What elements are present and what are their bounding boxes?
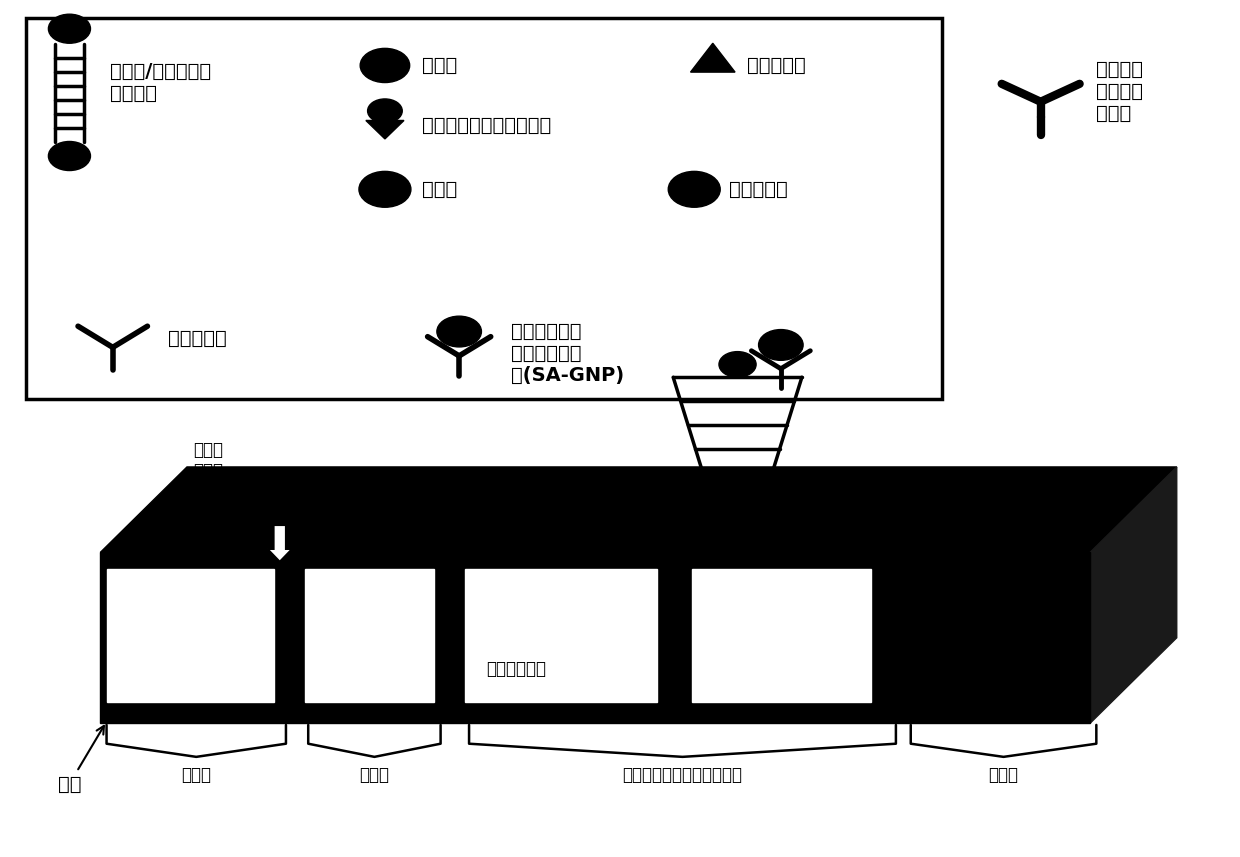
Text: 金标垫: 金标垫 [360,766,389,784]
Text: 金纳米粒子偶
联的链霉亲和
素(SA-GNP): 金纳米粒子偶 联的链霉亲和 素(SA-GNP) [511,321,624,385]
Text: 半抗原: 半抗原 [422,180,458,199]
Text: 吸收垫: 吸收垫 [988,766,1018,784]
Circle shape [851,515,866,525]
Text: 硝酸纤维素膜（反应区域）: 硝酸纤维素膜（反应区域） [622,766,743,784]
Text: 链霉亲和素: 链霉亲和素 [169,329,227,348]
Circle shape [719,351,756,377]
Text: 样品流动方向: 样品流动方向 [486,660,546,678]
Circle shape [358,171,410,207]
FancyArrow shape [268,525,293,561]
Polygon shape [100,467,1177,553]
Circle shape [360,48,409,82]
Text: 牛血清蛋白: 牛血清蛋白 [748,56,806,75]
Circle shape [720,497,753,519]
Circle shape [367,99,402,123]
Circle shape [759,330,804,360]
Text: ɔɔ: ɔɔ [274,504,299,524]
Polygon shape [366,121,404,139]
Polygon shape [1090,467,1177,723]
Text: 滴加扩
增产物: 滴加扩 增产物 [193,441,223,480]
Text: 对应所选
择半抗原
的抗体: 对应所选 择半抗原 的抗体 [1096,60,1143,123]
Text: 生物素/半抗原双标
扩增产物: 生物素/半抗原双标 扩增产物 [110,62,211,103]
Text: 样品垫: 样品垫 [181,766,211,784]
Polygon shape [691,43,735,72]
Bar [692,569,872,702]
Text: 背板: 背板 [58,726,104,794]
Bar [100,553,1090,723]
Bar [107,569,274,702]
Circle shape [668,171,720,207]
Circle shape [436,316,481,347]
Bar [465,569,657,702]
Circle shape [48,15,91,43]
Bar [26,19,941,399]
Text: 金纳米粒子: 金纳米粒子 [729,180,787,199]
Circle shape [673,507,691,519]
Bar [305,569,434,702]
Text: 生物素偶联的牛血清蛋白: 生物素偶联的牛血清蛋白 [422,116,552,135]
Circle shape [48,141,91,171]
Text: 检测线: 检测线 [503,500,588,550]
Text: 控制线: 控制线 [852,522,883,540]
Text: 生物素: 生物素 [422,56,458,75]
